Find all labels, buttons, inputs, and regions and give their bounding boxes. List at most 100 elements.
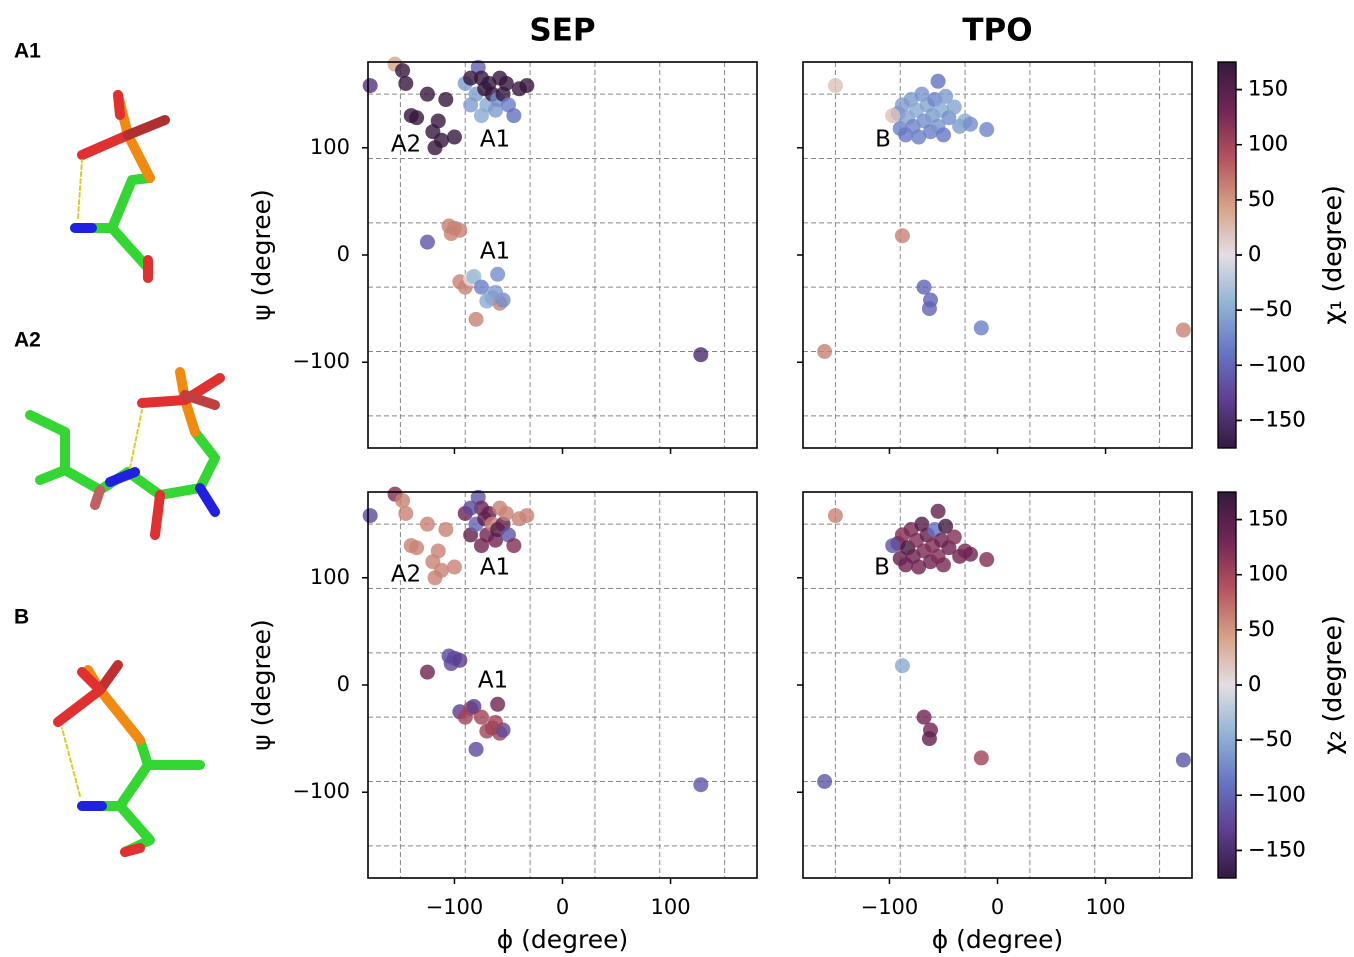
point xyxy=(519,78,534,93)
annotation: B xyxy=(875,127,891,153)
point xyxy=(963,117,978,132)
point xyxy=(693,777,708,792)
point xyxy=(979,122,994,137)
point xyxy=(895,228,910,243)
chart-title: SEP xyxy=(529,13,595,49)
point xyxy=(409,110,424,125)
chart-title: TPO xyxy=(962,13,1032,49)
point xyxy=(922,301,937,316)
frame xyxy=(368,492,757,878)
point xyxy=(817,344,832,359)
y-tick-label: 0 xyxy=(337,242,350,266)
point xyxy=(431,113,446,128)
colorbar-tick-label: 150 xyxy=(1248,77,1288,101)
colorbar-tick-label: −100 xyxy=(1248,352,1306,376)
point xyxy=(1176,323,1191,338)
point xyxy=(469,742,484,757)
point xyxy=(974,320,989,335)
point xyxy=(438,522,453,537)
point xyxy=(936,127,951,142)
point xyxy=(499,76,514,91)
y-tick-label: 0 xyxy=(337,672,350,696)
colorbar xyxy=(1218,62,1236,448)
colorbar-tick-label: −150 xyxy=(1248,407,1306,431)
point xyxy=(395,63,410,78)
structures: A1 A2 B xyxy=(14,40,220,852)
point xyxy=(947,530,962,545)
point xyxy=(828,508,843,523)
point xyxy=(499,506,514,521)
colorbar-tick-label: 100 xyxy=(1248,562,1288,586)
point xyxy=(398,76,413,91)
point xyxy=(947,100,962,115)
colorbar-label: χ₂ (degree) xyxy=(1318,615,1347,755)
colorbar-tick-label: −50 xyxy=(1248,727,1292,751)
x-tick-label: 0 xyxy=(556,895,569,919)
x-tick-label: 0 xyxy=(991,895,1004,919)
point xyxy=(363,508,378,523)
point xyxy=(506,538,521,553)
point xyxy=(431,543,446,558)
point xyxy=(474,710,489,725)
annotation: A1 xyxy=(480,239,510,265)
point xyxy=(363,78,378,93)
point xyxy=(963,547,978,562)
molecule xyxy=(58,665,200,852)
structure-label: A2 xyxy=(14,329,41,352)
colorbar-tick-label: 100 xyxy=(1248,132,1288,156)
point xyxy=(817,774,832,789)
point xyxy=(895,658,910,673)
point xyxy=(447,130,462,145)
molecule xyxy=(30,372,220,535)
frame xyxy=(368,62,757,448)
colorbar-tick-label: 0 xyxy=(1248,672,1261,696)
point xyxy=(395,493,410,508)
colorbar-tick-label: −100 xyxy=(1248,782,1306,806)
point xyxy=(490,697,505,712)
colorbar-tick-label: −150 xyxy=(1248,837,1306,861)
point xyxy=(931,504,946,519)
point xyxy=(519,508,534,523)
point xyxy=(828,78,843,93)
annotation: A2 xyxy=(391,562,421,588)
x-axis-label: ϕ (degree) xyxy=(497,925,629,954)
plot: −100 0 100 SEP ψ (degree) A2 A1 A1 −150 −100 −50 0 5… xyxy=(247,13,1347,455)
frame xyxy=(803,492,1192,878)
point xyxy=(917,710,932,725)
point xyxy=(979,552,994,567)
y-tick-label: −100 xyxy=(292,779,350,803)
point xyxy=(474,108,489,123)
point xyxy=(474,538,489,553)
annotation: A2 xyxy=(391,132,421,158)
annotation: A1 xyxy=(478,668,508,694)
point xyxy=(434,133,449,148)
point xyxy=(490,267,505,282)
molecule xyxy=(75,95,165,278)
point xyxy=(452,653,467,668)
point xyxy=(420,665,435,680)
point xyxy=(693,347,708,362)
point xyxy=(479,724,494,739)
y-tick-label: −100 xyxy=(292,349,350,373)
figure: A1 A2 B xyxy=(0,0,1354,957)
point xyxy=(420,517,435,532)
point xyxy=(506,108,521,123)
point xyxy=(452,223,467,238)
x-tick-label: −100 xyxy=(861,895,919,919)
point xyxy=(885,108,900,123)
structure-label: B xyxy=(14,606,29,629)
y-axis-label: ψ (degree) xyxy=(247,189,276,321)
point xyxy=(1176,753,1191,768)
point xyxy=(409,540,424,555)
colorbar-tick-label: 50 xyxy=(1248,187,1275,211)
y-tick-label: 100 xyxy=(310,135,350,159)
annotation: A1 xyxy=(480,127,510,153)
point xyxy=(438,92,453,107)
point xyxy=(434,563,449,578)
point xyxy=(463,71,478,86)
colorbar-tick-label: 0 xyxy=(1248,242,1261,266)
point xyxy=(479,294,494,309)
colorbar-tick-label: −50 xyxy=(1248,297,1292,321)
